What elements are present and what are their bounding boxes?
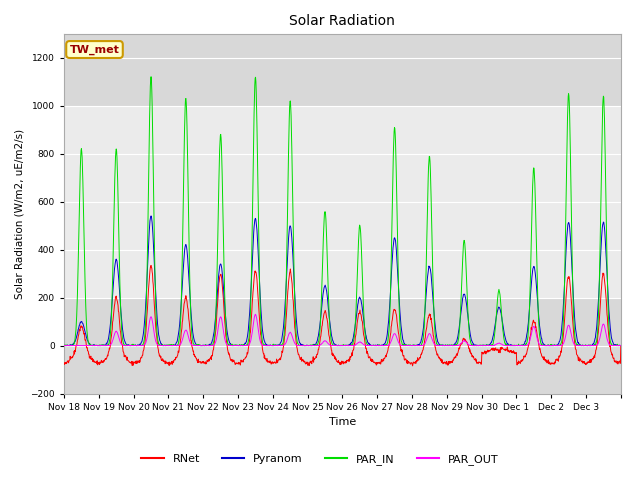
Legend: RNet, Pyranom, PAR_IN, PAR_OUT: RNet, Pyranom, PAR_IN, PAR_OUT <box>137 450 503 469</box>
Y-axis label: Solar Radiation (W/m2, uE/m2/s): Solar Radiation (W/m2, uE/m2/s) <box>15 129 25 299</box>
X-axis label: Time: Time <box>329 417 356 427</box>
Bar <box>64 106 621 298</box>
Text: TW_met: TW_met <box>70 44 120 55</box>
Title: Solar Radiation: Solar Radiation <box>289 14 396 28</box>
